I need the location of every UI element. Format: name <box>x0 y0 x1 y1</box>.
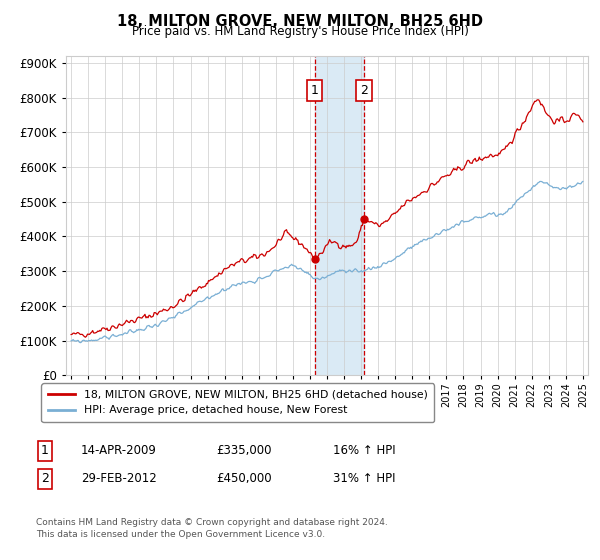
Text: £335,000: £335,000 <box>216 444 271 458</box>
Text: 16% ↑ HPI: 16% ↑ HPI <box>333 444 395 458</box>
Legend: 18, MILTON GROVE, NEW MILTON, BH25 6HD (detached house), HPI: Average price, det: 18, MILTON GROVE, NEW MILTON, BH25 6HD (… <box>41 384 434 422</box>
Text: 2: 2 <box>41 472 49 486</box>
Text: 18, MILTON GROVE, NEW MILTON, BH25 6HD: 18, MILTON GROVE, NEW MILTON, BH25 6HD <box>117 14 483 29</box>
Text: 1: 1 <box>41 444 49 458</box>
Bar <box>315 56 364 375</box>
Text: Contains HM Land Registry data © Crown copyright and database right 2024.
This d: Contains HM Land Registry data © Crown c… <box>36 518 388 539</box>
Text: 31% ↑ HPI: 31% ↑ HPI <box>333 472 395 486</box>
Text: 2: 2 <box>360 84 368 97</box>
Text: 1: 1 <box>311 84 319 97</box>
Text: 29-FEB-2012: 29-FEB-2012 <box>81 472 157 486</box>
Text: £450,000: £450,000 <box>216 472 272 486</box>
Text: 14-APR-2009: 14-APR-2009 <box>81 444 157 458</box>
Text: Price paid vs. HM Land Registry's House Price Index (HPI): Price paid vs. HM Land Registry's House … <box>131 25 469 38</box>
